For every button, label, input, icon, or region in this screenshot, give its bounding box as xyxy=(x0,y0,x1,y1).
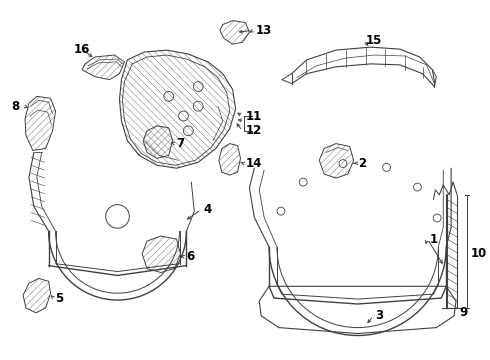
Text: 4: 4 xyxy=(203,203,211,216)
Text: 10: 10 xyxy=(471,247,487,260)
Text: 15: 15 xyxy=(366,34,382,47)
Text: 5: 5 xyxy=(55,292,64,305)
Text: 11: 11 xyxy=(245,109,262,122)
Text: 8: 8 xyxy=(11,100,20,113)
Text: 9: 9 xyxy=(459,306,467,319)
Text: 14: 14 xyxy=(245,157,262,170)
Text: 7: 7 xyxy=(176,137,185,150)
Text: 16: 16 xyxy=(73,42,90,55)
Text: 13: 13 xyxy=(255,24,271,37)
Text: 2: 2 xyxy=(359,157,367,170)
Text: 6: 6 xyxy=(186,250,195,263)
Text: 1: 1 xyxy=(429,233,438,246)
Text: 12: 12 xyxy=(245,124,262,137)
Text: 3: 3 xyxy=(375,309,384,322)
